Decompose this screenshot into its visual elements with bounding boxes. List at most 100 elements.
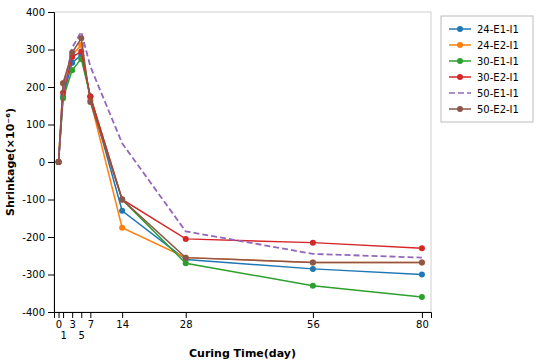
y-tick: -200 (22, 232, 54, 243)
x-tick: 80 (416, 312, 429, 330)
series-line (59, 32, 422, 258)
data-point (56, 159, 62, 165)
y-tick-label: -200 (22, 232, 45, 243)
x-tick: 0 (56, 312, 62, 330)
x-tick-mark (59, 312, 60, 318)
data-point (60, 80, 66, 86)
x-axis-line (55, 313, 432, 319)
data-point (78, 35, 84, 41)
y-tick: -400 (22, 307, 54, 318)
x-tick-mark (122, 312, 123, 318)
x-tick-label: 1 (60, 330, 66, 341)
series-line (59, 59, 422, 297)
x-tick-mark (90, 312, 91, 318)
legend-marker (457, 42, 463, 48)
plot-frame (54, 12, 431, 312)
y-tick-label: 100 (26, 119, 45, 130)
y-tick-mark (48, 12, 54, 13)
data-point (119, 197, 125, 203)
legend-item: 50-E1-I1 (449, 88, 519, 99)
data-point (419, 260, 425, 266)
data-point (310, 260, 316, 266)
x-tick: 14 (116, 312, 129, 330)
x-tick-label: 28 (180, 319, 193, 330)
legend-label: 24-E1-I1 (477, 24, 519, 35)
x-tick-mark (72, 312, 73, 318)
x-tick-label: 80 (416, 319, 429, 330)
y-tick-label: -300 (22, 269, 45, 280)
legend-marker (457, 26, 463, 32)
y-tick-mark (48, 87, 54, 88)
y-tick-label: 200 (26, 82, 45, 93)
legend-item: 30-E2-I1 (449, 72, 519, 83)
x-tick: 28 (180, 312, 193, 330)
legend-label: 30-E2-I1 (477, 72, 519, 83)
x-axis: 0135714285680 (55, 312, 432, 341)
legend-marker (457, 74, 463, 80)
y-tick-mark (48, 50, 54, 51)
data-point (119, 225, 125, 231)
x-tick-mark (186, 312, 187, 318)
y-tick-mark (48, 275, 54, 276)
y-tick-label: -100 (22, 194, 45, 205)
x-tick-mark (422, 312, 423, 318)
legend-label: 30-E1-I1 (477, 56, 519, 67)
y-tick-mark (48, 162, 54, 163)
y-axis-line (48, 13, 55, 313)
y-tick: 100 (26, 119, 54, 130)
y-axis: -400 -300 -200 -100 0 100 200 300 400 (22, 7, 54, 318)
x-tick-mark (313, 312, 314, 318)
plot: 0135714285680-400-300-200-10001002003004… (4, 7, 533, 360)
legend-item: 24-E1-I1 (449, 24, 519, 35)
series-line (59, 51, 422, 248)
y-tick-label: 0 (39, 157, 45, 168)
data-point (56, 159, 62, 165)
x-tick: 3 (69, 312, 75, 330)
legend-label: 50-E1-I1 (477, 88, 519, 99)
data-point (56, 159, 62, 165)
x-tick-mark (63, 312, 64, 318)
y-tick: 400 (26, 7, 54, 18)
legend-label: 50-E2-I1 (477, 104, 519, 115)
x-tick: 7 (88, 312, 94, 330)
x-tick: 5 (79, 312, 85, 341)
x-tick-mark (81, 312, 82, 318)
y-tick: -300 (22, 269, 54, 280)
legend: 24-E1-I1 24-E2-I1 30-E1-I1 30-E2-I1 50-E1-I1… (441, 16, 533, 122)
legend-marker (457, 106, 463, 112)
data-point (183, 255, 189, 261)
y-tick-label: -400 (22, 307, 45, 318)
y-tick-label: 300 (26, 44, 45, 55)
legend-item: 24-E2-I1 (449, 40, 519, 51)
y-tick: 300 (26, 44, 54, 55)
data-point (56, 159, 62, 165)
y-tick: -100 (22, 194, 54, 205)
y-tick: 0 (39, 157, 54, 168)
data-point (119, 197, 125, 203)
y-tick-mark (48, 312, 54, 313)
data-point (419, 245, 425, 251)
y-tick-label: 400 (26, 7, 45, 18)
y-axis-title: Shrinkage(×10⁻⁶) (4, 108, 17, 216)
x-tick: 1 (60, 312, 66, 341)
x-axis-title: Curing Time(day) (189, 347, 296, 360)
data-point (119, 208, 125, 214)
series-line (59, 45, 422, 263)
legend-item: 50-E2-I1 (449, 104, 519, 115)
legend-item: 30-E1-I1 (449, 56, 519, 67)
y-tick-mark (48, 125, 54, 126)
data-point (419, 272, 425, 278)
series-group (56, 32, 425, 300)
data-point (119, 197, 125, 203)
data-point (310, 260, 316, 266)
y-tick-mark (48, 200, 54, 201)
legend-marker (457, 58, 463, 64)
data-point (60, 80, 66, 86)
data-point (69, 50, 75, 56)
data-point (183, 255, 189, 261)
data-point (56, 159, 62, 165)
data-point (419, 294, 425, 300)
chart: 0135714285680-400-300-200-10001002003004… (0, 0, 539, 364)
legend-label: 24-E2-I1 (477, 40, 519, 51)
data-point (183, 260, 189, 266)
